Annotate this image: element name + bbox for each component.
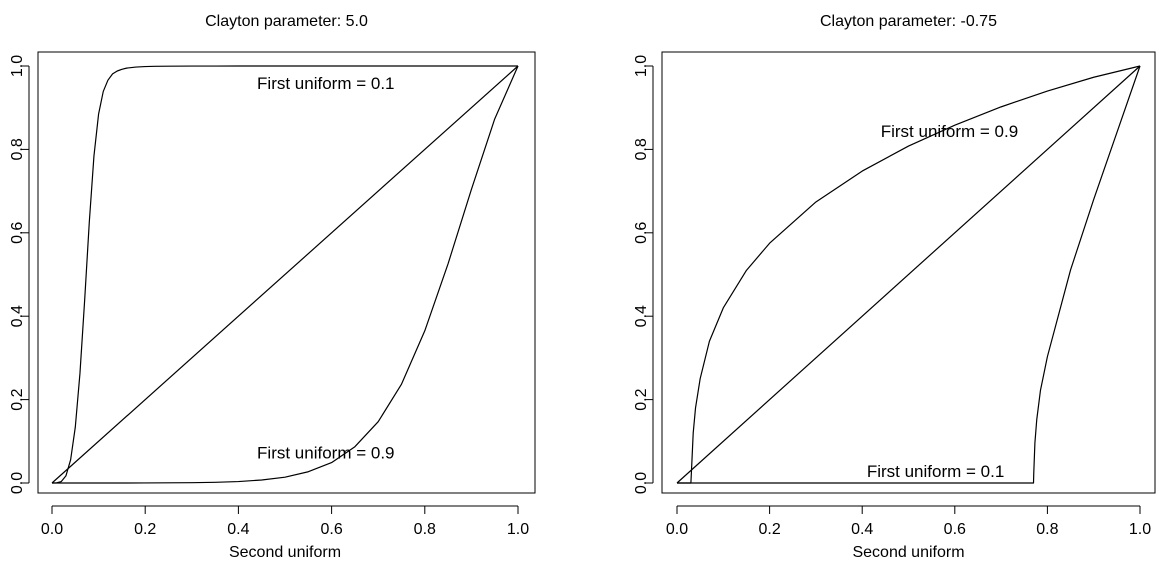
x-tick-label: 0.2 [134,521,156,538]
x-tick-label: 0.4 [227,521,249,538]
x-tick-label: 0.8 [414,521,436,538]
y-tick-label: 0.2 [9,388,26,410]
y-tick-label: 0.6 [9,222,26,244]
x-axis-label: Second uniform [229,544,341,561]
x-tick-label: 1.0 [507,521,529,538]
x-tick-label: 1.0 [1129,521,1151,538]
y-tick-label: 0.0 [9,472,26,494]
x-axis-label: Second uniform [852,544,964,561]
y-tick-label: 1.0 [633,55,650,77]
y-tick-label: 0.4 [633,305,650,327]
x-tick-label: 0.2 [758,521,780,538]
series-line-2 [51,65,519,484]
y-tick-label: 1.0 [9,55,26,77]
chart-left: Clayton parameter: 5.0 0.0 0.2 0.4 0.6 0.8 1.0… [9,13,536,561]
x-tick-label: 0.0 [41,521,63,538]
curve-annotation: First uniform = 0.1 [257,74,394,93]
curve-annotation: First uniform = 0.9 [881,122,1018,141]
x-tick-label: 0.8 [1036,521,1058,538]
chart-right: Clayton parameter: -0.75 0.0 0.2 0.4 0.6 0.8 1… [633,13,1156,561]
y-tick-label: 0.4 [9,305,26,327]
curve-annotation: First uniform = 0.9 [257,443,394,462]
x-tick-label: 0.4 [851,521,873,538]
series-line-2 [676,65,1141,484]
y-tick-label: 0.8 [9,138,26,160]
curve-annotation: First uniform = 0.1 [867,462,1004,481]
chart-title: Clayton parameter: -0.75 [820,13,997,30]
chart-title: Clayton parameter: 5.0 [205,13,368,30]
x-tick-label: 0.6 [944,521,966,538]
y-tick-label: 0.0 [633,472,650,494]
x-tick-label: 0.6 [320,521,342,538]
plot-frame [37,51,536,494]
y-tick-label: 0.6 [633,222,650,244]
x-tick-label: 0.0 [666,521,688,538]
series-line-3 [677,65,1141,484]
y-tick-label: 0.2 [633,388,650,410]
series-line-1 [677,65,1141,484]
plot-frame [661,51,1156,494]
series-line-1 [51,65,518,484]
series-line-3 [52,65,519,484]
y-tick-label: 0.8 [633,138,650,160]
